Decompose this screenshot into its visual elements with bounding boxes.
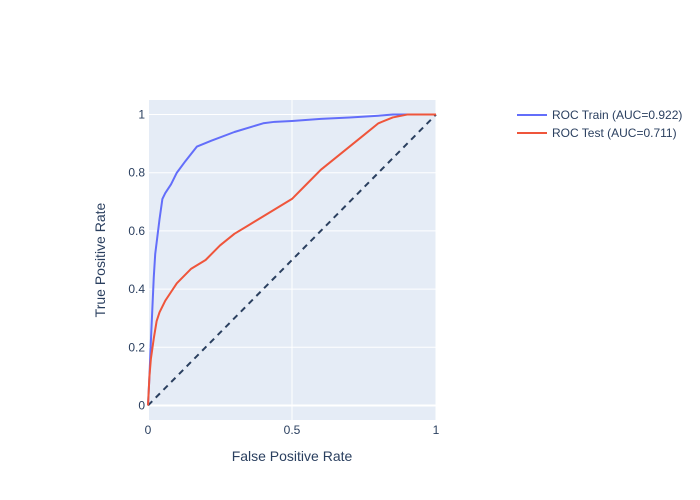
roc-train-line bbox=[147, 113, 436, 406]
legend-item-train[interactable]: ROC Train (AUC=0.922) bbox=[517, 108, 682, 122]
roc-series bbox=[147, 113, 436, 406]
random-classifier-line bbox=[147, 113, 437, 407]
x-tick-label: 0 bbox=[145, 423, 152, 437]
y-tick-label: 1 bbox=[138, 108, 145, 122]
y-tick-label: 0.6 bbox=[128, 224, 145, 238]
y-axis-title: True Positive Rate bbox=[92, 202, 108, 317]
grid-lines bbox=[147, 100, 437, 420]
y-tick-label: 0.4 bbox=[128, 282, 145, 296]
reference-diagonal bbox=[147, 113, 437, 407]
x-tick-label: 0.5 bbox=[284, 423, 301, 437]
legend-label: ROC Test (AUC=0.711) bbox=[552, 126, 677, 140]
x-axis-title: False Positive Rate bbox=[232, 448, 353, 464]
x-tick-label: 1 bbox=[433, 423, 440, 437]
legend[interactable]: ROC Train (AUC=0.922) ROC Test (AUC=0.711… bbox=[517, 108, 682, 140]
y-tick-label: 0 bbox=[138, 398, 145, 412]
legend-label: ROC Train (AUC=0.922) bbox=[552, 108, 682, 122]
y-tick-label: 0.8 bbox=[128, 166, 145, 180]
y-tick-label: 0.2 bbox=[128, 340, 145, 354]
axis-ticks: 0 0.5 1 0 0.2 0.4 0.6 0.8 1 bbox=[128, 108, 439, 437]
legend-item-test[interactable]: ROC Test (AUC=0.711) bbox=[517, 126, 677, 140]
roc-test-line bbox=[147, 113, 436, 406]
